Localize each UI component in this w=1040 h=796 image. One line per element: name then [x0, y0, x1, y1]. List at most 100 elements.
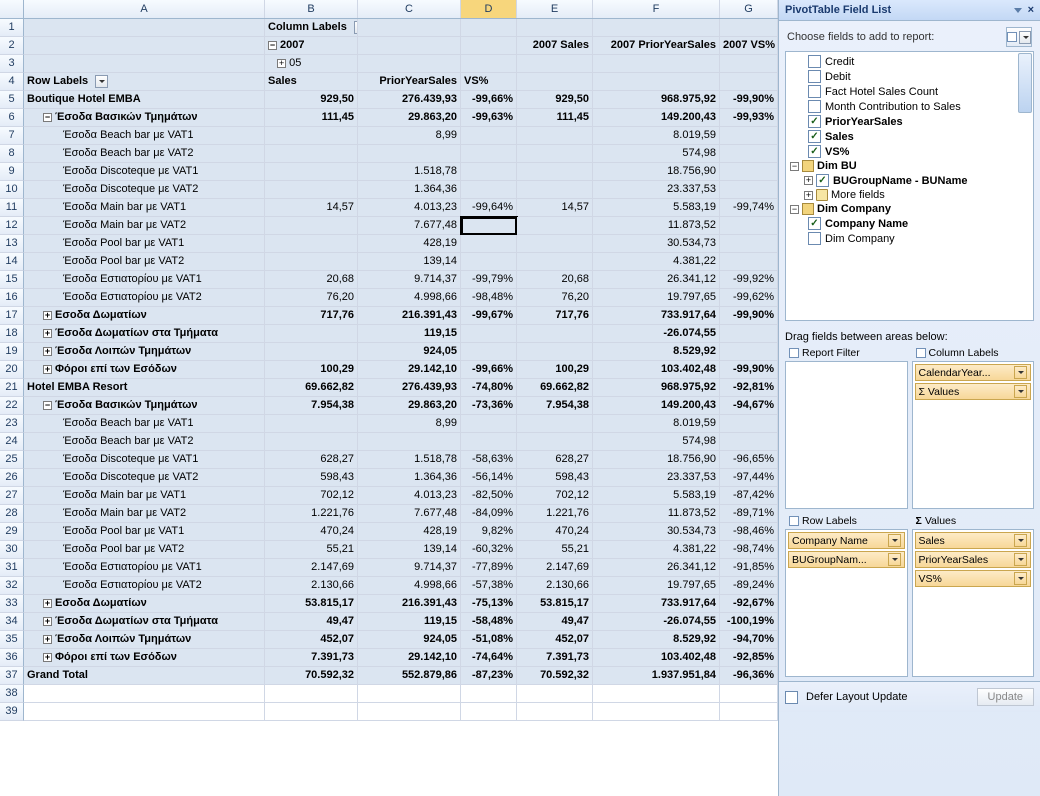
cell-2007-sales[interactable] [517, 235, 593, 253]
select-all-corner[interactable] [0, 0, 24, 18]
row-header[interactable]: 35 [0, 631, 24, 649]
cell-vs[interactable] [461, 325, 517, 343]
cell-2007-prioryear[interactable]: 23.337,53 [593, 181, 720, 199]
row-labels-dropdown[interactable] [95, 75, 108, 88]
col-header-C[interactable]: C [358, 0, 461, 18]
cell-prioryear[interactable]: 216.391,43 [358, 307, 461, 325]
cell-sales[interactable]: 1.221,76 [265, 505, 358, 523]
cell-2007-vs[interactable]: -98,74% [720, 541, 778, 559]
row-label[interactable]: +Έσοδα Δωματίων στα Τμήματα [24, 325, 265, 343]
area-item[interactable]: BUGroupNam... [788, 551, 905, 568]
cell-sales[interactable]: 55,21 [265, 541, 358, 559]
field-checkbox[interactable] [808, 217, 821, 230]
cell-2007-sales[interactable]: 53.815,17 [517, 595, 593, 613]
cell-prioryear[interactable]: 428,19 [358, 235, 461, 253]
cell-prioryear[interactable]: 8,99 [358, 127, 461, 145]
area-item[interactable]: PriorYearSales [915, 551, 1032, 568]
row-header[interactable]: 19 [0, 343, 24, 361]
cell-2007-vs[interactable]: -97,44% [720, 469, 778, 487]
column-labels-header[interactable]: Column Labels [265, 19, 358, 37]
row-header[interactable]: 12 [0, 217, 24, 235]
row-header[interactable]: 23 [0, 415, 24, 433]
field-checkbox[interactable] [808, 70, 821, 83]
row-header[interactable]: 15 [0, 271, 24, 289]
area-item-dropdown[interactable] [888, 553, 901, 566]
row-header[interactable]: 11 [0, 199, 24, 217]
cell-vs[interactable]: -56,14% [461, 469, 517, 487]
update-button[interactable]: Update [977, 688, 1034, 706]
cell-2007-sales[interactable] [517, 181, 593, 199]
cell-prioryear[interactable]: 119,15 [358, 613, 461, 631]
cell-2007-sales[interactable] [517, 145, 593, 163]
cell-prioryear[interactable] [358, 685, 461, 703]
row-label[interactable]: Έσοδα Discoteque με VAT2 [24, 181, 265, 199]
cell-2007-prioryear[interactable] [593, 685, 720, 703]
cell-2007-vs[interactable] [720, 415, 778, 433]
cell-2007-prioryear[interactable]: 149.200,43 [593, 109, 720, 127]
cell-prioryear[interactable]: 276.439,93 [358, 379, 461, 397]
row-label[interactable]: −Έσοδα Βασικών Τμημάτων [24, 397, 265, 415]
field-checkbox[interactable] [816, 174, 829, 187]
cell-2007-sales[interactable]: 69.662,82 [517, 379, 593, 397]
cell-sales[interactable] [265, 703, 358, 721]
row-header[interactable]: 28 [0, 505, 24, 523]
cell-prioryear[interactable] [358, 703, 461, 721]
cell-2007-vs[interactable]: -89,71% [720, 505, 778, 523]
row-label[interactable]: Grand Total [24, 667, 265, 685]
cell-2007-sales[interactable]: 702,12 [517, 487, 593, 505]
cell-prioryear[interactable]: 119,15 [358, 325, 461, 343]
cell-sales[interactable]: 470,24 [265, 523, 358, 541]
cell-2007-prioryear[interactable]: 1.937.951,84 [593, 667, 720, 685]
cell[interactable] [593, 55, 720, 73]
cell-2007-prioryear[interactable]: 26.341,12 [593, 271, 720, 289]
row-header[interactable]: 22 [0, 397, 24, 415]
cell-2007-sales[interactable] [517, 253, 593, 271]
cell-sales[interactable]: 111,45 [265, 109, 358, 127]
row-label[interactable]: Έσοδα Beach bar με VAT1 [24, 127, 265, 145]
cell-vs[interactable]: -84,09% [461, 505, 517, 523]
cell-prioryear[interactable]: 1.518,78 [358, 451, 461, 469]
row-header[interactable]: 26 [0, 469, 24, 487]
cell-2007-vs[interactable]: -99,90% [720, 307, 778, 325]
cell-2007-sales[interactable]: 70.592,32 [517, 667, 593, 685]
cell[interactable] [461, 55, 517, 73]
field-row[interactable]: Fact Hotel Sales Count [786, 84, 1033, 99]
subfield-expand[interactable]: + [804, 176, 813, 185]
cell-2007-prioryear[interactable]: 19.797,65 [593, 289, 720, 307]
cell-2007-vs[interactable]: -100,19% [720, 613, 778, 631]
cell[interactable] [24, 19, 265, 37]
cell[interactable] [517, 55, 593, 73]
scrollbar-thumb[interactable] [1018, 53, 1032, 113]
cell-2007-vs[interactable]: -96,65% [720, 451, 778, 469]
cell[interactable] [720, 19, 778, 37]
cell-2007-vs[interactable]: -92,67% [720, 595, 778, 613]
cell-2007-prioryear[interactable]: -26.074,55 [593, 613, 720, 631]
cell-2007-sales[interactable] [517, 703, 593, 721]
cell-vs[interactable]: -99,67% [461, 307, 517, 325]
cell-2007-sales[interactable] [517, 325, 593, 343]
cell-sales[interactable]: 702,12 [265, 487, 358, 505]
defer-layout-checkbox[interactable]: Defer Layout Update [785, 691, 908, 704]
cell-2007-sales[interactable] [517, 433, 593, 451]
cell-2007-sales[interactable]: 452,07 [517, 631, 593, 649]
field-row[interactable]: −Dim Company [786, 202, 1033, 216]
cell-2007-vs[interactable]: -87,42% [720, 487, 778, 505]
row-label[interactable]: Έσοδα Main bar με VAT1 [24, 487, 265, 505]
col-header-F[interactable]: F [593, 0, 720, 18]
cell-2007-vs[interactable]: -99,90% [720, 91, 778, 109]
cell-2007-vs[interactable] [720, 127, 778, 145]
cell-vs[interactable] [461, 685, 517, 703]
cell-2007-sales[interactable]: 1.221,76 [517, 505, 593, 523]
cell-2007-prioryear[interactable]: 574,98 [593, 145, 720, 163]
field-row[interactable]: Debit [786, 69, 1033, 84]
cell-2007-prioryear[interactable]: 30.534,73 [593, 523, 720, 541]
cell-prioryear[interactable]: 29.142,10 [358, 649, 461, 667]
area-item[interactable]: Sales [915, 532, 1032, 549]
field-row[interactable]: PriorYearSales [786, 114, 1033, 129]
field-checkbox[interactable] [808, 85, 821, 98]
row-header[interactable]: 6 [0, 109, 24, 127]
cell[interactable] [461, 19, 517, 37]
cell-2007-sales[interactable]: 598,43 [517, 469, 593, 487]
row-label[interactable]: +Εσοδα Δωματίων [24, 595, 265, 613]
expand-toggle[interactable]: + [43, 617, 52, 626]
